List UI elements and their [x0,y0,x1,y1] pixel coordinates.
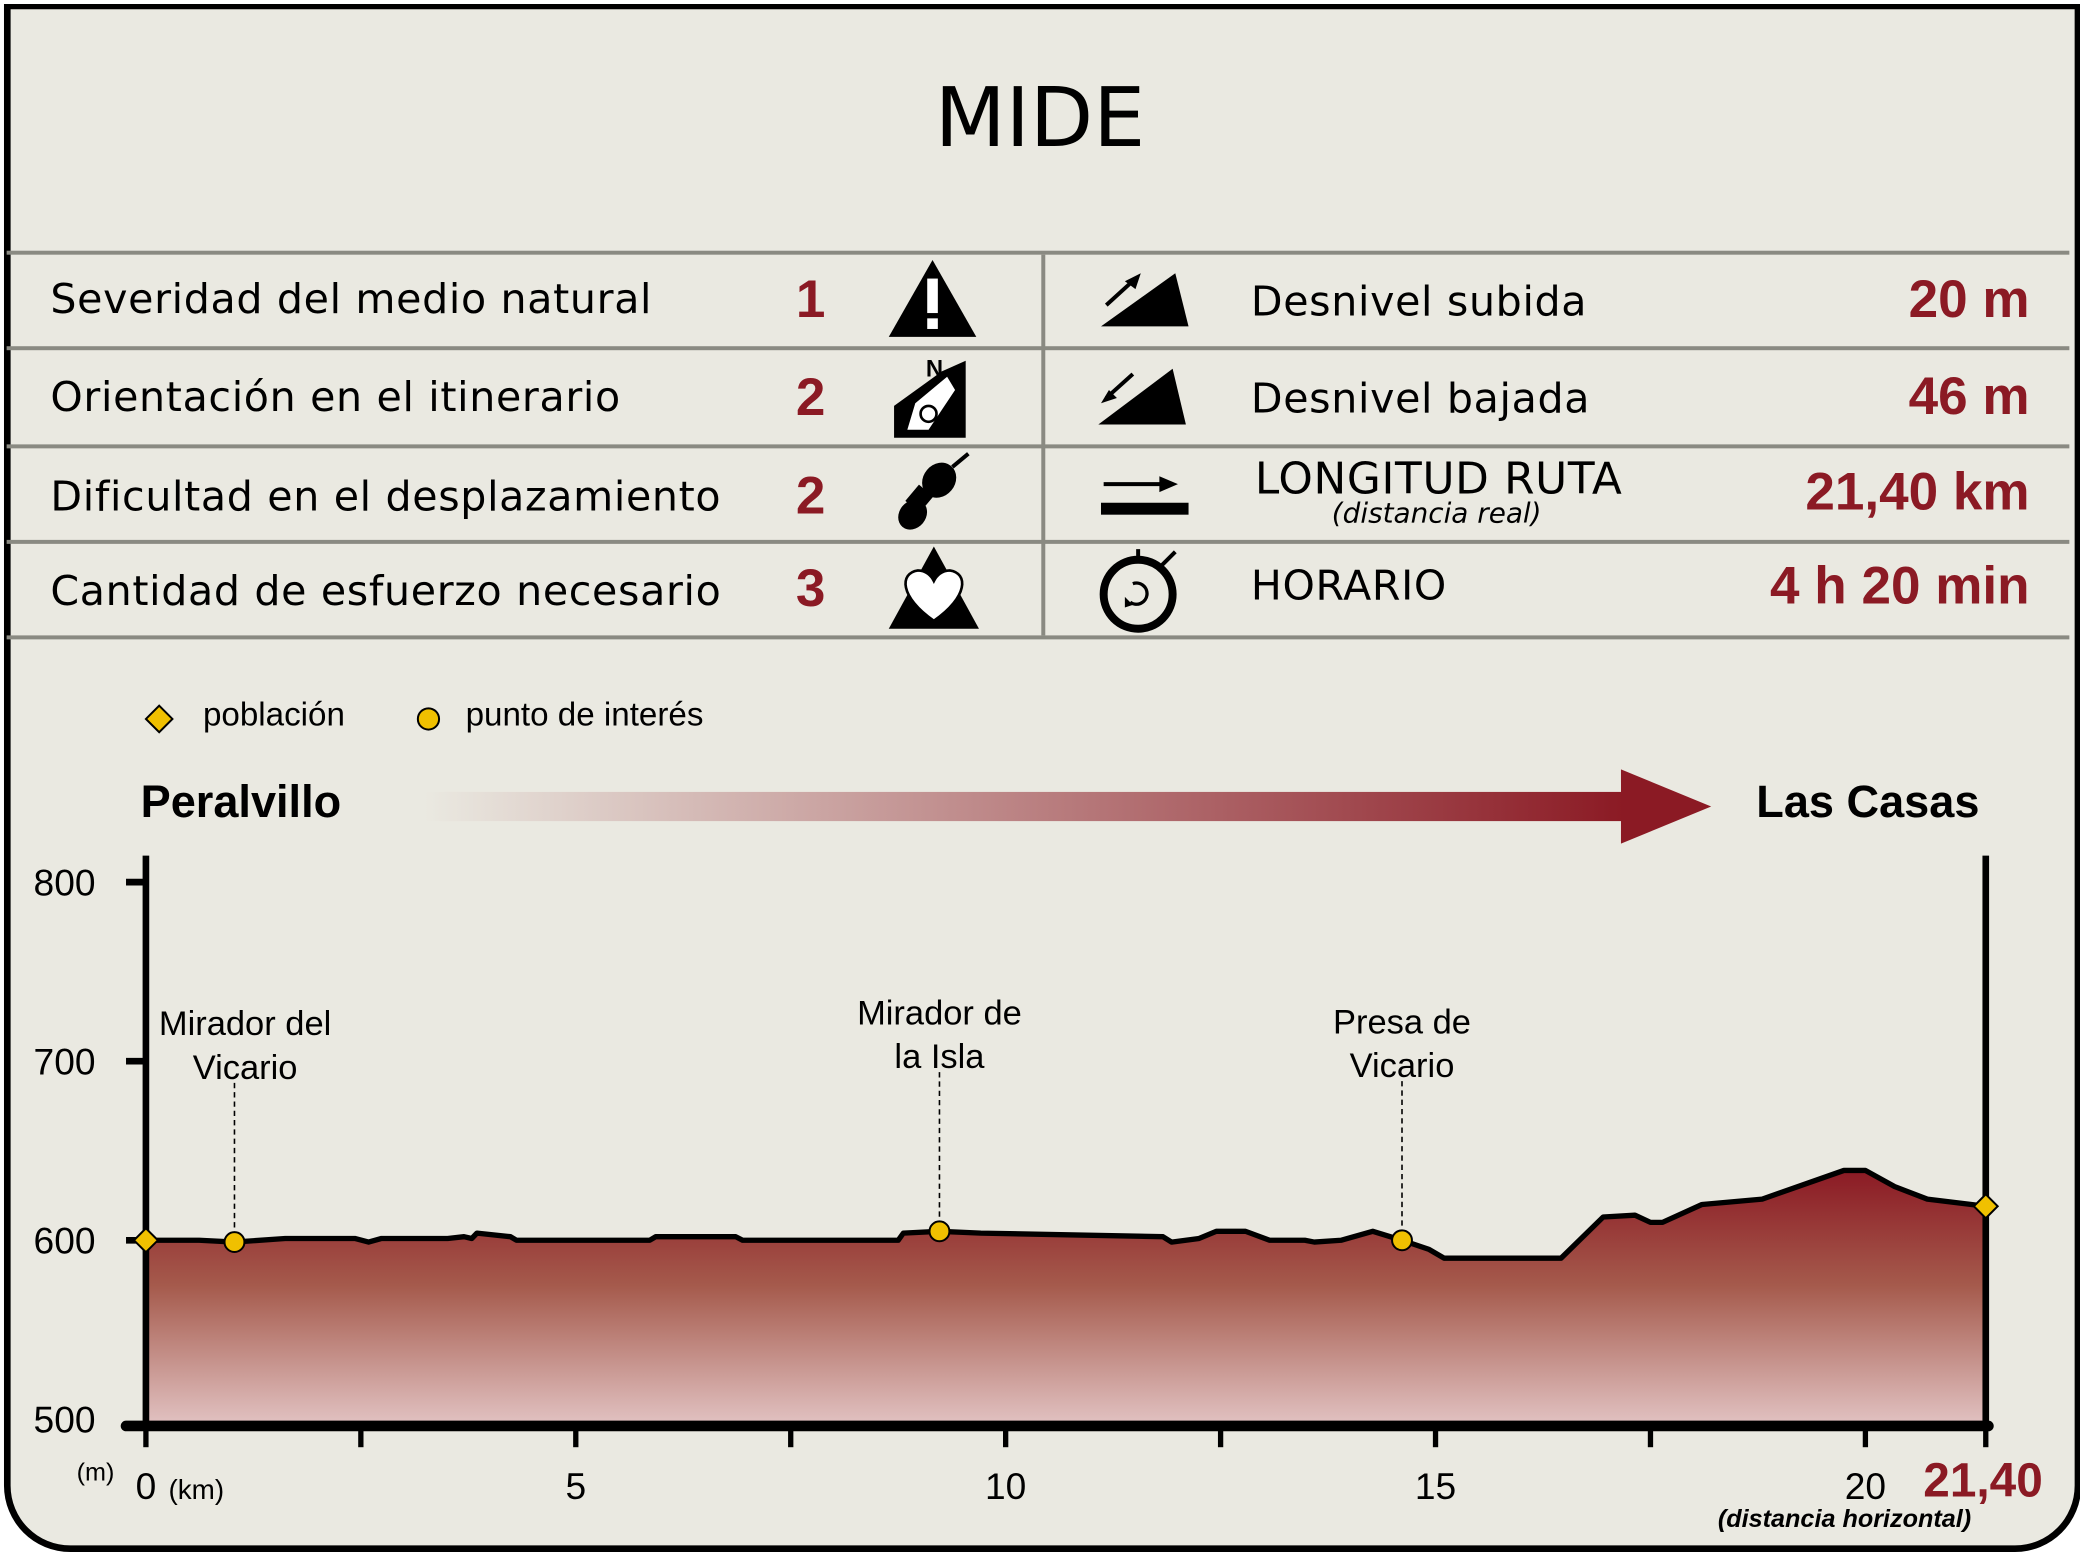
divider [6,539,2070,544]
y-tick-label: 800 [34,861,96,903]
x-tick-label: 15 [1415,1465,1456,1507]
x-tick-label: 20 [1845,1465,1886,1507]
ascent-icon [1100,273,1189,327]
poi-label: la Isla [894,1038,985,1076]
stat-label: LONGITUD RUTA [1254,452,1623,505]
legend-town: población [202,696,345,734]
stat-value: 21,40 km [1805,462,2030,522]
x-axis-unit: (km) [168,1474,224,1505]
town-marker [132,1226,160,1254]
warning-mountain-icon [888,259,977,337]
elevation-area [145,1170,1986,1426]
divider [6,346,2070,351]
legend-poi: punto de interés [465,696,704,734]
poi-label: Vicario [1350,1047,1455,1085]
poi-label: Presa de [1333,1003,1471,1041]
divider [1041,254,1046,636]
mide-label: Orientación en el itinerario [50,374,621,422]
y-tick-label: 500 [34,1399,96,1441]
mide-value: 3 [795,559,826,619]
y-axis-unit: (m) [77,1458,115,1486]
poi-marker [223,1231,246,1254]
distance-icon [1100,476,1189,515]
mide-label: Severidad del medio natural [50,275,653,324]
poi-marker-icon [416,707,441,731]
x-tick-label: 10 [985,1465,1026,1507]
descent-icon [1098,368,1186,425]
poi-label: Vicario [193,1049,298,1087]
stat-label: Desnivel bajada [1250,375,1591,424]
page-title: MIDE [934,68,1146,166]
route-end: Las Casas [1756,777,1980,828]
stat-value: 20 m [1908,270,2030,329]
x-end-label: 21,40 [1923,1454,2043,1507]
heart-mountain-icon [888,546,979,629]
town-marker-icon [144,704,174,734]
poi-label: Mirador de [857,994,1022,1032]
mide-label: Cantidad de esfuerzo necesario [50,567,722,616]
stat-value: 4 h 20 min [1770,557,2030,616]
divider [6,250,2070,255]
mide-value: 1 [795,270,826,329]
divider [6,444,2070,449]
route-start: Peralvillo [140,777,342,828]
mide-value: 2 [795,368,826,428]
y-tick-label: 600 [34,1220,96,1262]
stat-label: HORARIO [1250,562,1447,611]
y-tick-label: 700 [34,1040,96,1082]
compass-mountain-icon: N [894,356,966,438]
x-end-sublabel: (distancia horizontal) [1718,1505,1971,1533]
mide-label: Dificultad en el desplazamiento [50,473,722,522]
town-marker [1972,1192,2000,1220]
poi-marker [1391,1229,1413,1252]
x-tick-label: 0 [136,1465,157,1507]
elevation-line [145,1167,1987,1261]
poi-marker [928,1220,951,1243]
stat-value: 46 m [1908,367,2030,426]
poi-label: Mirador del [159,1005,331,1043]
mide-value: 2 [795,466,826,526]
divider [6,635,2070,640]
stopwatch-icon [1099,549,1177,633]
x-tick-label: 5 [565,1465,586,1507]
route-direction-arrow [424,769,1712,844]
footprint-icon [898,452,970,530]
stat-label: Desnivel subida [1250,278,1588,327]
elevation-profile-chart: 500 600 700 800 0 5 10 15 20 (m) (km) 21,40(distanc… [34,855,2043,1533]
stat-sublabel: (distancia real) [1331,497,1542,530]
